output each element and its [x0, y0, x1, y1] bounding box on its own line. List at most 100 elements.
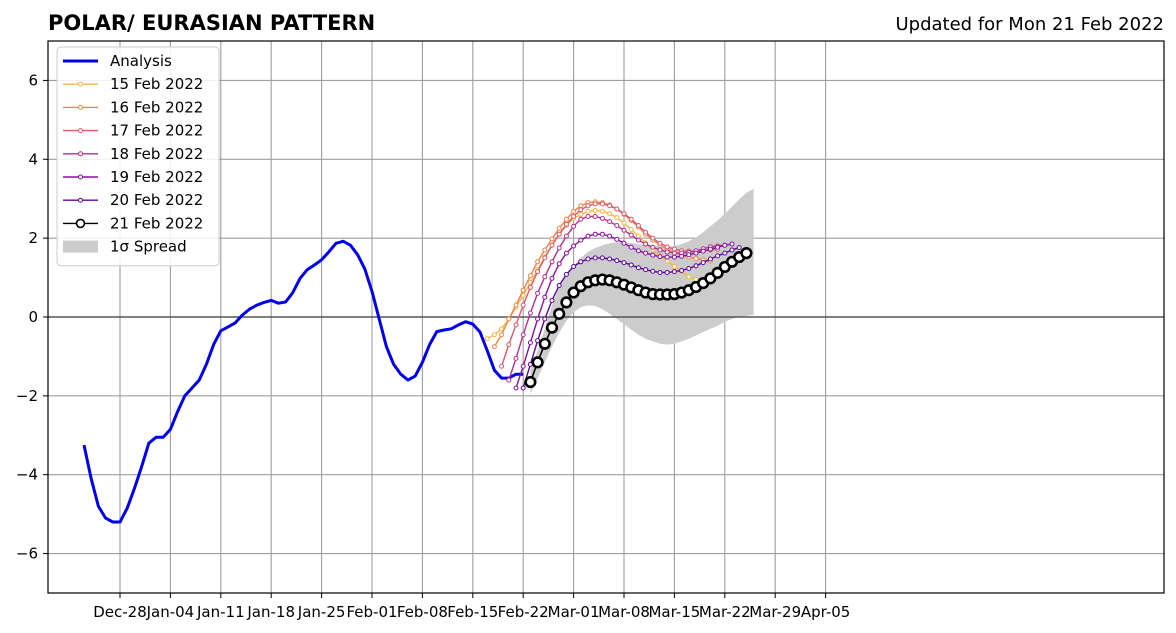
forecast-point [513, 385, 519, 391]
forecast-point [585, 233, 591, 239]
forecast-point [545, 321, 559, 334]
forecast-point [556, 225, 562, 231]
forecast-point [693, 250, 699, 256]
legend-label: 20 Feb 2022 [110, 191, 203, 209]
forecast-point [729, 241, 735, 247]
forecast-point [506, 342, 512, 348]
forecast-point [664, 254, 670, 260]
forecast-point [679, 267, 685, 273]
forecast-point [585, 213, 591, 219]
forecast-point [715, 253, 721, 259]
forecast-point [671, 264, 677, 270]
y-tick-label: 0 [28, 308, 38, 326]
legend-marker [78, 104, 83, 110]
forecast-point [578, 203, 584, 209]
forecast-point [715, 244, 721, 250]
forecast-point [736, 245, 742, 251]
forecast-point [643, 229, 649, 235]
x-tick-label: Apr-05 [801, 603, 851, 621]
forecast-point [527, 340, 533, 346]
forecast-point [563, 250, 569, 256]
forecast-point [571, 243, 577, 249]
legend-label: 15 Feb 2022 [110, 75, 203, 93]
forecast-point [491, 344, 497, 350]
forecast-point [722, 242, 728, 248]
x-tick-label: Feb-08 [397, 603, 448, 621]
forecast-point [556, 231, 562, 237]
legend: Analysis 15 Feb 2022 16 Feb 2022 17 Feb 202… [56, 46, 220, 267]
legend-swatch [63, 240, 98, 253]
x-tick-label: Mar-08 [598, 603, 650, 621]
forecast-point [657, 240, 663, 246]
forecast-point [549, 236, 555, 242]
forecast-point [671, 269, 677, 275]
forecast-point [614, 258, 620, 264]
forecast-point [628, 244, 634, 250]
forecast-point [592, 231, 598, 237]
forecast-point [578, 211, 584, 217]
forecast-point [707, 246, 713, 252]
forecast-point [657, 247, 663, 253]
forecast-point [549, 259, 555, 265]
forecast-point [643, 250, 649, 256]
forecast-point [621, 220, 627, 226]
legend-marker [78, 81, 83, 87]
forecast-point [650, 244, 656, 250]
forecast-point [650, 252, 656, 258]
forecast-point [578, 259, 584, 265]
forecast-point [635, 237, 641, 243]
forecast-point [571, 213, 577, 219]
legend-marker [75, 218, 86, 229]
forecast-point [599, 215, 605, 221]
x-tick-label: Feb-15 [447, 603, 498, 621]
series-layer [82, 199, 753, 524]
forecast-point [635, 248, 641, 254]
forecast-point [635, 223, 641, 229]
forecast-point [664, 244, 670, 250]
forecast-point [607, 219, 613, 225]
forecast-point [535, 259, 541, 265]
forecast-point [542, 255, 548, 261]
legend-marker [78, 151, 83, 157]
x-tick-label: Jan-18 [246, 603, 295, 621]
forecast-point [513, 355, 519, 361]
forecast-point [499, 363, 505, 369]
x-tick-label: Jan-11 [196, 603, 245, 621]
forecast-point [621, 227, 627, 233]
x-tick-label: Feb-01 [346, 603, 397, 621]
x-tick-label: Jan-25 [297, 603, 346, 621]
forecast-point [607, 256, 613, 262]
forecast-point [506, 377, 512, 383]
forecast-point [524, 375, 537, 389]
legend-label: 18 Feb 2022 [110, 145, 203, 163]
forecast-point [628, 232, 634, 238]
forecast-point [599, 255, 605, 261]
forecast-point [693, 263, 699, 269]
forecast-point [599, 201, 605, 207]
forecast-point [491, 332, 497, 338]
forecast-point [520, 363, 526, 369]
forecast-point [527, 273, 533, 279]
forecast-point [571, 223, 577, 229]
x-tick-label: Feb-22 [498, 603, 549, 621]
forecast-point [657, 254, 663, 260]
forecast-point [563, 216, 569, 222]
forecast-point [513, 322, 519, 328]
forecast-point [607, 233, 613, 239]
forecast-point [700, 248, 706, 254]
legend-marker [78, 128, 83, 134]
chart-title: POLAR/ EURASIAN PATTERN [48, 11, 375, 35]
forecast-point [592, 255, 598, 261]
forecast-point [556, 245, 562, 251]
forecast-point [700, 260, 706, 266]
forecast-point [571, 264, 577, 270]
updated-label: Updated for Mon 21 Feb 2022 [895, 14, 1164, 35]
forecast-point [578, 237, 584, 243]
x-tick-label: Mar-01 [548, 603, 600, 621]
forecast-point [671, 250, 677, 256]
forecast-point [563, 233, 569, 239]
forecast-point [542, 294, 548, 300]
forecast-point [599, 208, 605, 214]
forecast-point [578, 216, 584, 222]
